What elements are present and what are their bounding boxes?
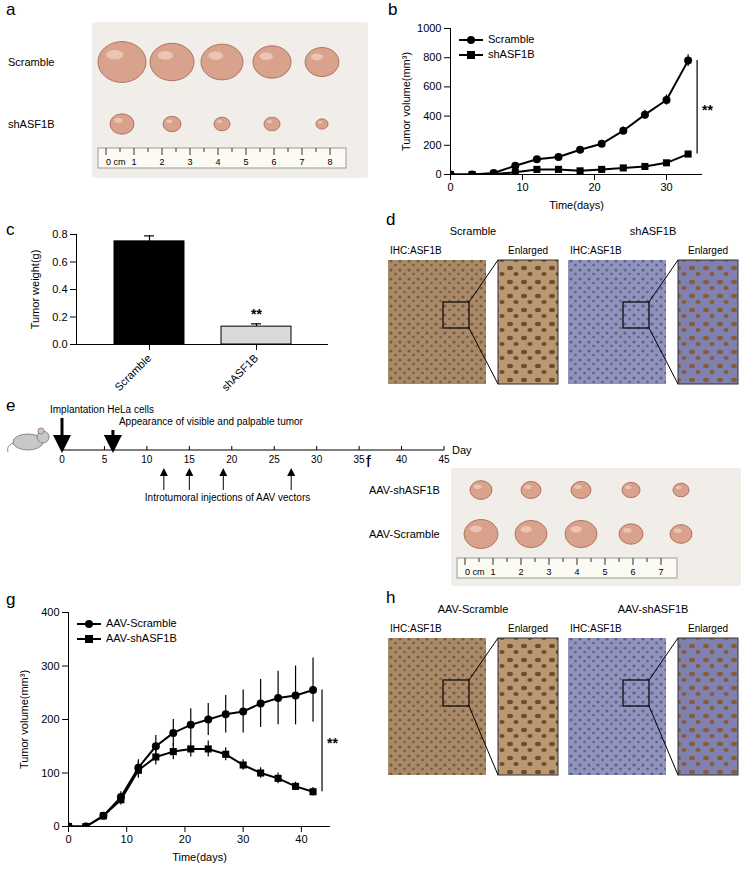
svg-text:20: 20 — [588, 181, 600, 193]
svg-text:0.4: 0.4 — [52, 283, 67, 295]
svg-text:2: 2 — [518, 567, 523, 577]
svg-text:30: 30 — [311, 454, 323, 465]
svg-text:100: 100 — [41, 767, 59, 779]
html-text:e: e — [6, 396, 16, 415]
svg-text:Scramble: Scramble — [8, 56, 54, 68]
svg-text:7: 7 — [658, 567, 663, 577]
svg-text:0: 0 — [435, 168, 441, 180]
svg-text:0: 0 — [65, 833, 71, 845]
svg-text:Enlarged: Enlarged — [688, 245, 728, 256]
svg-text:40: 40 — [295, 833, 307, 845]
svg-text:400: 400 — [41, 606, 59, 618]
svg-text:10: 10 — [516, 181, 528, 193]
svg-text:1: 1 — [490, 567, 495, 577]
svg-text:shASF1B: shASF1B — [219, 352, 260, 393]
svg-text:Implantation HeLa cells: Implantation HeLa cells — [50, 404, 154, 415]
html-text:AAV-Scramble: AAV-Scramble — [106, 617, 177, 629]
svg-text:Tumor volume(mm³): Tumor volume(mm³) — [18, 670, 30, 769]
svg-text:shASF1B: shASF1B — [8, 118, 54, 130]
svg-text:4: 4 — [215, 157, 220, 167]
svg-text:AAV-Scramble: AAV-Scramble — [369, 528, 440, 540]
svg-text:AAV-shASF1B: AAV-shASF1B — [618, 603, 689, 615]
svg-text:5: 5 — [102, 454, 108, 465]
svg-text:1000: 1000 — [417, 22, 441, 34]
svg-text:0.0: 0.0 — [52, 338, 67, 350]
svg-text:0: 0 — [53, 820, 59, 832]
svg-text:300: 300 — [41, 660, 59, 672]
html-text:g: g — [6, 590, 16, 609]
svg-text:Time(days): Time(days) — [549, 199, 604, 211]
svg-text:5: 5 — [602, 567, 607, 577]
svg-text:35: 35 — [354, 454, 366, 465]
svg-text:30: 30 — [237, 833, 249, 845]
svg-text:IHC:ASF1B: IHC:ASF1B — [570, 245, 622, 256]
svg-text:400: 400 — [423, 110, 441, 122]
html-text:a: a — [6, 0, 16, 19]
svg-text:800: 800 — [423, 51, 441, 63]
svg-text:0.2: 0.2 — [52, 311, 67, 323]
svg-text:IHC:ASF1B: IHC:ASF1B — [570, 623, 622, 634]
svg-text:Appearance of visible and palp: Appearance of visible and palpable tumor — [119, 416, 304, 427]
svg-text:5: 5 — [243, 157, 248, 167]
svg-text:shASF1B: shASF1B — [630, 225, 676, 237]
svg-text:0 cm: 0 cm — [106, 157, 126, 167]
svg-text:200: 200 — [41, 713, 59, 725]
svg-text:Scramble: Scramble — [112, 352, 153, 393]
svg-text:Tumor weight(g): Tumor weight(g) — [29, 250, 41, 330]
svg-text:4: 4 — [574, 567, 579, 577]
svg-text:30: 30 — [660, 181, 672, 193]
svg-text:0: 0 — [59, 454, 65, 465]
svg-text:Enlarged: Enlarged — [688, 623, 728, 634]
svg-text:20: 20 — [226, 454, 238, 465]
svg-text:0.6: 0.6 — [52, 256, 67, 268]
svg-text:6: 6 — [271, 157, 276, 167]
html-text:c: c — [6, 220, 15, 239]
html-text:AAV-shASF1B: AAV-shASF1B — [106, 632, 177, 644]
svg-text:Day: Day — [452, 444, 472, 456]
html-text:Scramble: Scramble — [488, 33, 535, 45]
svg-text:Enlarged: Enlarged — [508, 623, 548, 634]
html-text:shASF1B: shASF1B — [488, 48, 535, 60]
html-text:f: f — [366, 452, 371, 471]
svg-text:Enlarged: Enlarged — [508, 245, 548, 256]
svg-text:**: ** — [251, 306, 262, 322]
svg-text:2: 2 — [159, 157, 164, 167]
svg-text:IHC:ASF1B: IHC:ASF1B — [390, 245, 442, 256]
svg-text:IHC:ASF1B: IHC:ASF1B — [390, 623, 442, 634]
svg-text:**: ** — [327, 735, 338, 751]
svg-text:6: 6 — [630, 567, 635, 577]
svg-text:Introtumoral injections of AAV: Introtumoral injections of AAV vectors — [145, 492, 310, 503]
svg-text:Scramble: Scramble — [450, 225, 496, 237]
svg-text:200: 200 — [423, 139, 441, 151]
svg-text:AAV-Scramble: AAV-Scramble — [438, 603, 509, 615]
svg-text:10: 10 — [121, 833, 133, 845]
svg-text:45: 45 — [438, 454, 450, 465]
svg-text:10: 10 — [141, 454, 153, 465]
svg-text:20: 20 — [179, 833, 191, 845]
svg-text:1: 1 — [131, 157, 136, 167]
html-text:h: h — [386, 588, 396, 607]
svg-text:15: 15 — [184, 454, 196, 465]
svg-text:3: 3 — [187, 157, 192, 167]
svg-text:3: 3 — [546, 567, 551, 577]
svg-text:25: 25 — [269, 454, 281, 465]
svg-text:40: 40 — [396, 454, 408, 465]
svg-text:0.8: 0.8 — [52, 228, 67, 240]
svg-text:600: 600 — [423, 80, 441, 92]
html-text:b: b — [388, 0, 398, 19]
svg-text:7: 7 — [299, 157, 304, 167]
html-text:d: d — [386, 210, 396, 229]
svg-text:Tumor volume(mm³): Tumor volume(mm³) — [400, 52, 412, 151]
svg-text:0 cm: 0 cm — [465, 567, 485, 577]
svg-text:Time(days): Time(days) — [172, 851, 227, 863]
svg-text:AAV-shASF1B: AAV-shASF1B — [369, 484, 440, 496]
svg-text:**: ** — [702, 102, 713, 118]
svg-text:8: 8 — [327, 157, 332, 167]
svg-text:0: 0 — [447, 181, 453, 193]
